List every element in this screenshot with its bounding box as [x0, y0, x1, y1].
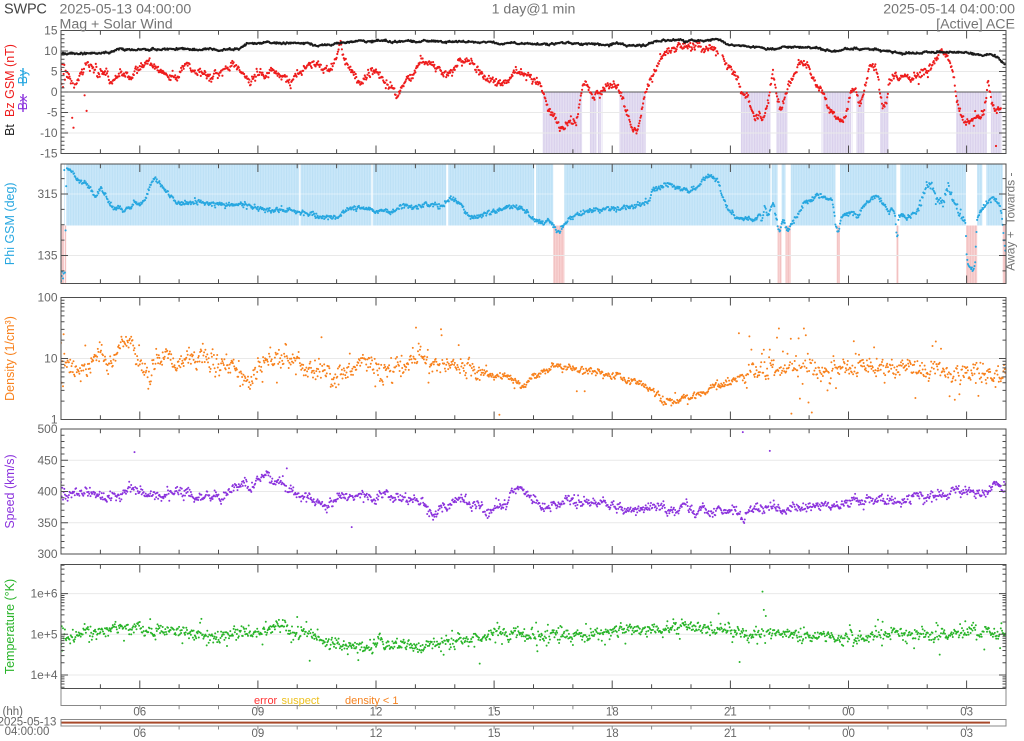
svg-text:(hh): (hh)	[3, 706, 24, 718]
svg-text:450: 450	[37, 453, 57, 467]
svg-text:[Active] ACE: [Active] ACE	[936, 17, 1015, 33]
svg-text:2025-05-13 04:00:00: 2025-05-13 04:00:00	[60, 2, 192, 18]
svg-text:2025-05-13: 2025-05-13	[0, 717, 56, 729]
svg-text:5: 5	[51, 65, 58, 79]
svg-text:135: 135	[37, 249, 57, 263]
svg-text:10: 10	[44, 352, 58, 366]
svg-text:03: 03	[960, 707, 973, 719]
svg-text:-5: -5	[47, 106, 58, 120]
svg-text:1e+5: 1e+5	[30, 627, 57, 641]
svg-text:Away +: Away +	[1004, 231, 1018, 270]
svg-text:300: 300	[37, 547, 57, 561]
svg-text:18: 18	[606, 707, 619, 719]
svg-text:1e+4: 1e+4	[30, 668, 57, 682]
svg-text:Phi GSM (deg): Phi GSM (deg)	[3, 182, 17, 265]
svg-text:15: 15	[488, 728, 501, 740]
svg-text:10: 10	[44, 44, 58, 58]
svg-text:100: 100	[37, 291, 57, 305]
svg-text:09: 09	[251, 728, 264, 740]
svg-text:density < 1: density < 1	[345, 695, 399, 707]
svg-text:06: 06	[133, 707, 146, 719]
svg-text:0: 0	[51, 85, 58, 99]
svg-text:Density (1/cm³): Density (1/cm³)	[3, 316, 17, 401]
svg-text:2025-05-14 04:00:00: 2025-05-14 04:00:00	[883, 2, 1015, 18]
svg-text:Mag + Solar Wind: Mag + Solar Wind	[60, 17, 173, 33]
svg-text:18: 18	[606, 728, 619, 740]
svg-text:Speed (km/s): Speed (km/s)	[3, 454, 17, 528]
svg-text:Temperature (°K): Temperature (°K)	[3, 579, 17, 674]
svg-text:09: 09	[251, 707, 264, 719]
svg-text:315: 315	[37, 187, 57, 201]
svg-text:12: 12	[370, 707, 383, 719]
svg-text:00: 00	[842, 728, 855, 740]
svg-text:12: 12	[370, 728, 383, 740]
svg-text:04:00:00: 04:00:00	[5, 726, 50, 738]
svg-text:Bt: Bt	[3, 124, 17, 136]
svg-text:03: 03	[960, 728, 973, 740]
svg-text:Bz GSM (nT): Bz GSM (nT)	[3, 44, 17, 117]
svg-text:Towards -: Towards -	[1004, 172, 1018, 224]
svg-text:350: 350	[37, 516, 57, 530]
svg-text:-10: -10	[40, 126, 58, 140]
svg-text:06: 06	[133, 728, 146, 740]
svg-text:suspect: suspect	[282, 695, 320, 707]
svg-text:1: 1	[51, 413, 58, 427]
svg-text:15: 15	[488, 707, 501, 719]
svg-text:1e+6: 1e+6	[30, 587, 57, 601]
svg-text:15: 15	[44, 24, 58, 38]
svg-text:21: 21	[724, 707, 737, 719]
svg-text:error: error	[254, 695, 278, 707]
svg-text:SWPC: SWPC	[4, 2, 47, 18]
svg-text:500: 500	[37, 422, 57, 436]
svg-text:1 day@1 min: 1 day@1 min	[492, 2, 576, 18]
svg-text:-15: -15	[40, 147, 58, 161]
svg-text:21: 21	[724, 728, 737, 740]
svg-text:00: 00	[842, 707, 855, 719]
svg-text:400: 400	[37, 485, 57, 499]
